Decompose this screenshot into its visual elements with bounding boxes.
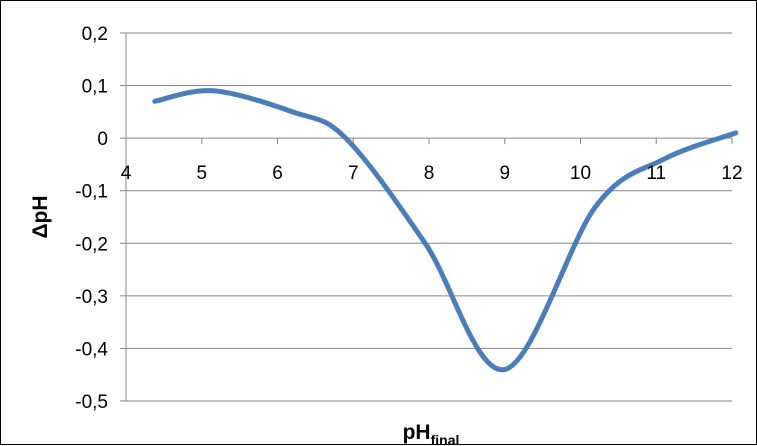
- x-axis-title-main: pH: [403, 421, 431, 444]
- x-tick-label: 11: [646, 163, 666, 184]
- y-tick-labels: 0,2 0,1 0 -0,1 -0,2 -0,3 -0,4 -0,5: [75, 24, 108, 413]
- x-tick-label: 12: [721, 163, 742, 184]
- x-tick-label: 6: [272, 163, 283, 184]
- y-tick-label: -0,5: [75, 392, 108, 413]
- axes: [120, 32, 733, 402]
- y-tick-label: -0,1: [75, 182, 108, 203]
- y-tick-label: 0,1: [82, 77, 108, 98]
- series-layer: [152, 88, 739, 373]
- series-line: [152, 88, 739, 373]
- y-tick-label: 0: [97, 129, 108, 150]
- x-tick-labels: 4 5 6 7 8 9 10 11 12: [121, 163, 743, 184]
- y-tick-label: -0,2: [75, 234, 108, 255]
- x-tick-label: 10: [570, 163, 591, 184]
- gridlines: [126, 32, 732, 402]
- y-tick-label: 0,2: [82, 24, 108, 45]
- x-tick-label: 4: [121, 163, 132, 184]
- x-tick-label: 8: [424, 163, 435, 184]
- y-tick-label: -0,3: [75, 287, 108, 308]
- x-tick-label: 9: [499, 163, 510, 184]
- x-tick-label: 7: [348, 163, 359, 184]
- x-axis-title-subscript: final: [431, 432, 460, 446]
- y-axis-title: ΔpH: [29, 195, 52, 238]
- x-axis-title: pHfinal: [403, 421, 460, 446]
- x-tick-label: 5: [196, 163, 207, 184]
- y-tick-label: -0,4: [75, 339, 108, 360]
